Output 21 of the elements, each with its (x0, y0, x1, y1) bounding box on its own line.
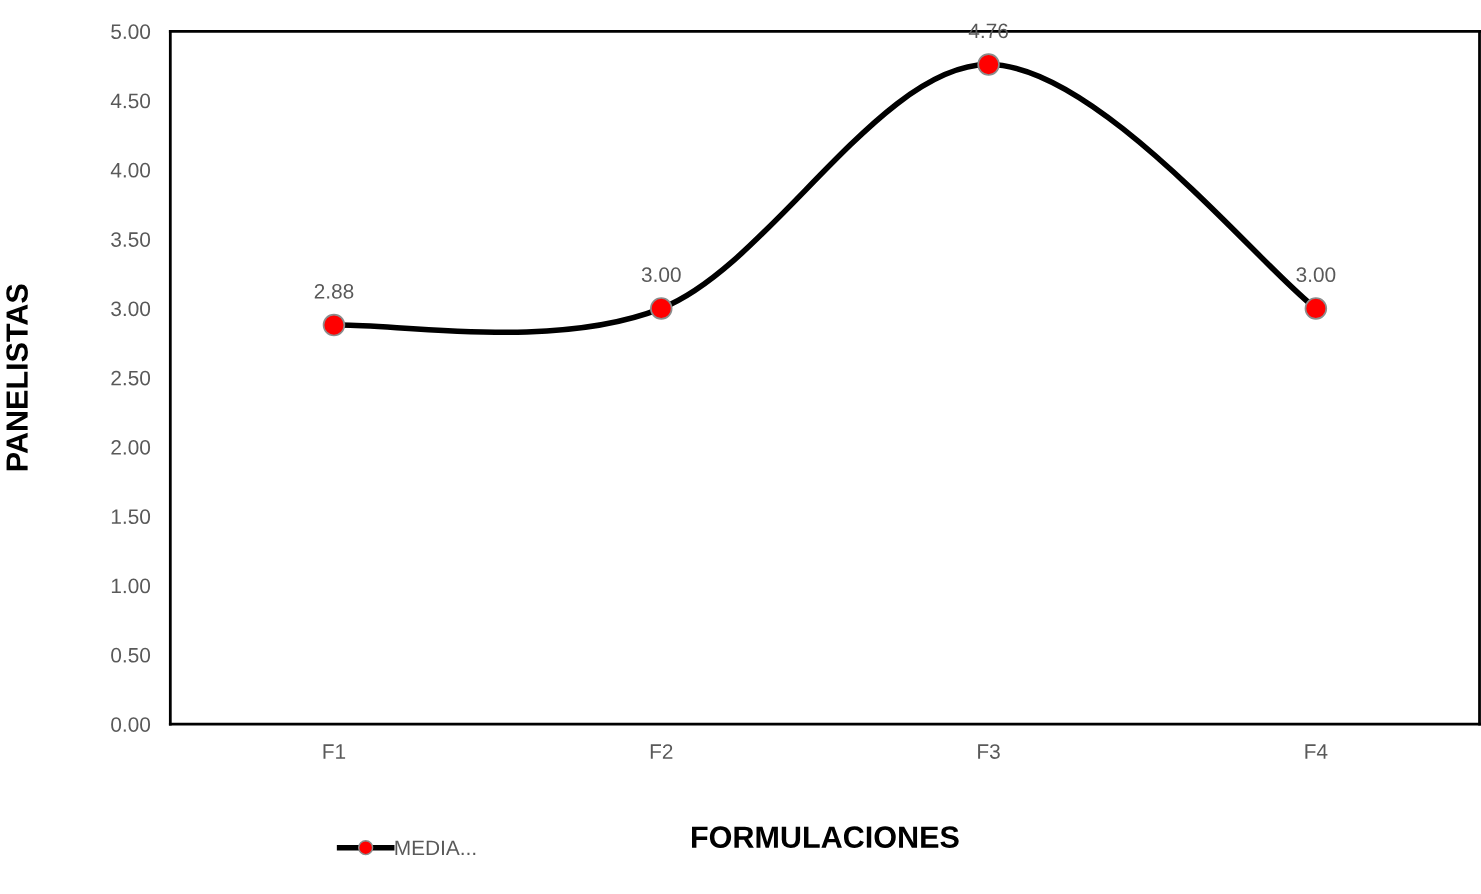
y-tick-label: 4.50 (110, 93, 151, 109)
data-label: 3.00 (641, 267, 681, 283)
x-axis-title: FORMULACIONES (692, 826, 959, 848)
y-tick-label: 1.00 (111, 578, 151, 594)
y-tick-label: 3.00 (111, 301, 151, 317)
legend-label: MEDIA... (395, 840, 476, 855)
y-axis-title: PANELISTAS (6, 284, 28, 471)
y-tick-label: 4.00 (110, 162, 151, 178)
data-label: 2.88 (314, 283, 354, 299)
y-tick-label: 3.50 (111, 232, 151, 247)
x-tick-label: F1 (323, 744, 346, 759)
x-tick-label: F4 (1305, 744, 1328, 759)
y-tick-label: 0.50 (111, 647, 151, 663)
y-tick-label: 2.50 (111, 370, 151, 386)
y-tick-label: 2.00 (111, 440, 151, 455)
x-tick-label: F3 (978, 744, 1000, 759)
y-tick-label: 5.00 (111, 24, 151, 40)
x-tick-label: F2 (650, 744, 673, 759)
data-label: 3.00 (1296, 267, 1336, 283)
y-tick-label: 0.00 (111, 717, 151, 732)
y-tick-label: 1.50 (111, 509, 151, 525)
